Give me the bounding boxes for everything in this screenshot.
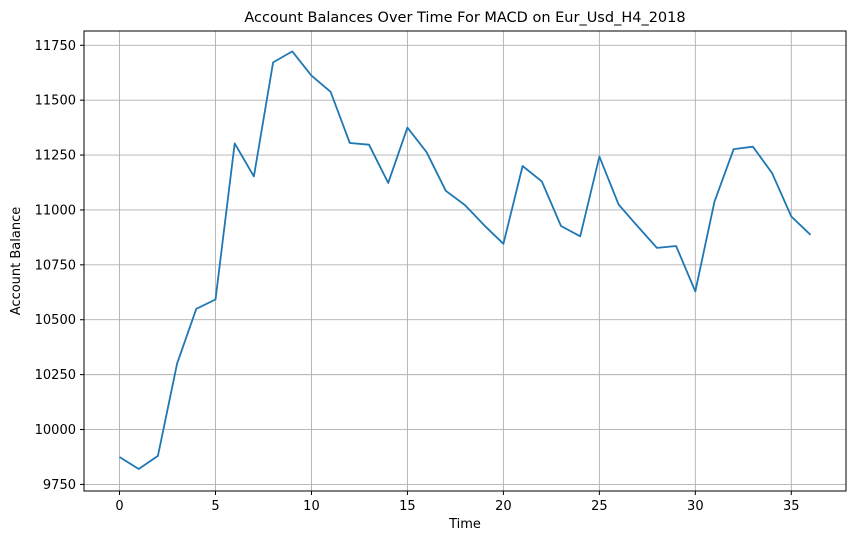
y-axis-title: Account Balance [9, 207, 24, 315]
x-tick-label: 30 [687, 499, 704, 514]
x-axis-title: Time [448, 517, 481, 532]
x-tick-label: 35 [783, 499, 800, 514]
x-axis-ticks: 0 5 10 15 20 25 30 35 [115, 491, 800, 514]
x-tick-label: 15 [399, 499, 416, 514]
x-tick-label: 0 [115, 499, 123, 514]
series-line [119, 50, 812, 470]
y-tick-label: 11750 [35, 39, 76, 54]
series-layer [119, 50, 812, 470]
y-tick-label: 11250 [35, 149, 76, 164]
y-tick-label: 9750 [43, 478, 76, 493]
x-tick-label: 25 [591, 499, 608, 514]
y-tick-label: 11000 [35, 203, 76, 218]
y-tick-label: 10750 [35, 258, 76, 273]
x-tick-label: 5 [211, 499, 219, 514]
y-tick-label: 10250 [35, 368, 76, 383]
chart-title: Account Balances Over Time For MACD on E… [244, 10, 685, 26]
y-axis-ticks: 9750 10000 10250 10500 10750 11000 11250 11500 1… [35, 39, 84, 493]
x-tick-label: 10 [303, 499, 320, 514]
y-tick-label: 11500 [35, 94, 76, 109]
y-tick-label: 10500 [35, 313, 76, 328]
grid-lines [84, 31, 846, 491]
x-tick-label: 20 [495, 499, 512, 514]
y-tick-label: 10000 [35, 423, 76, 438]
plot-area-frame [83, 30, 847, 492]
